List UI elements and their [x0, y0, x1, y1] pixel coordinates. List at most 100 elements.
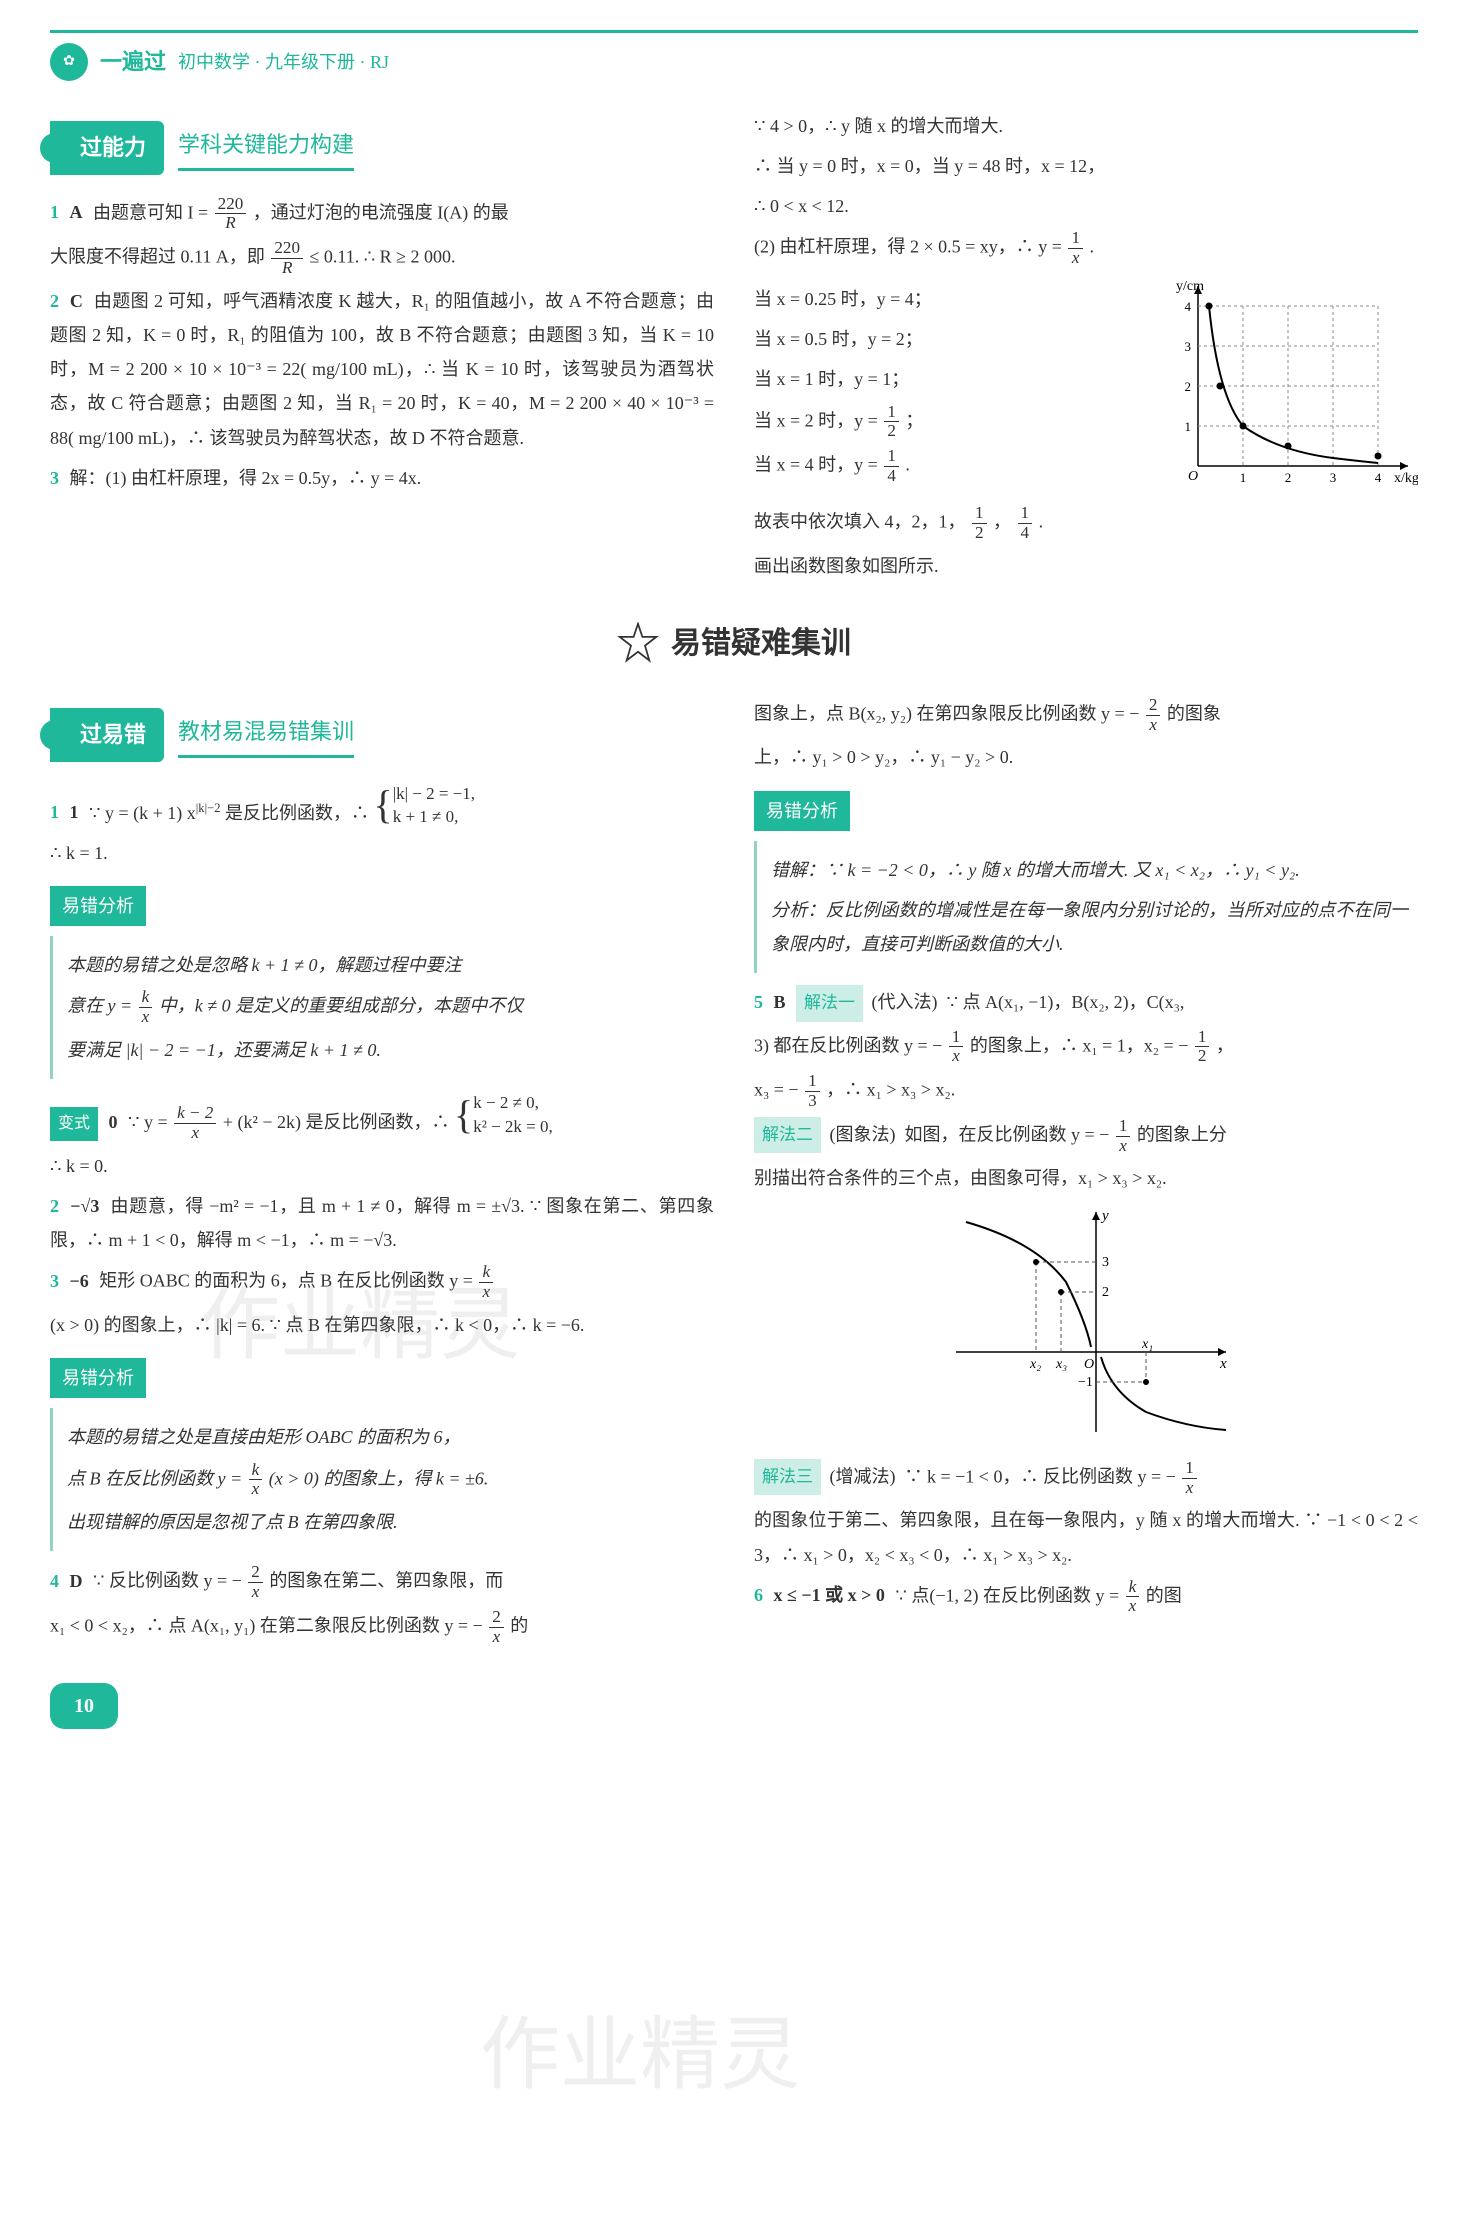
star-icon	[617, 622, 659, 664]
analysis-label-2: 易错分析	[50, 1358, 146, 1398]
mistake-q5-m3: 解法三 (增减法) ∵ k = −1 < 0，∴ 反比例函数 y = − 1x	[754, 1459, 1418, 1498]
variant-c: ∴ k = 0.	[50, 1149, 714, 1183]
mistake-right-column: 图象上，点 B(x₂, y₂) 在第四象限反比例函数 y = − 2x 的图象 …	[754, 690, 1418, 1653]
mq6-answer: x ≤ −1 或 x > 0	[774, 1585, 885, 1605]
q3-number: 3	[50, 468, 59, 488]
mq2-text: 由题意，得 −m² = −1，且 m + 1 ≠ 0，解得 m = ±√3. ∵…	[50, 1196, 714, 1250]
q1-answer: A	[70, 202, 83, 222]
mistake-q5-m2: 解法二 (图象法) 如图，在反比例函数 y = − 1x 的图象上分	[754, 1117, 1418, 1156]
r6: 当 x = 0.5 时，y = 2；	[754, 322, 1146, 356]
method2-label: 解法二	[754, 1117, 821, 1153]
svg-text:1: 1	[1240, 470, 1247, 485]
method3-label: 解法三	[754, 1459, 821, 1495]
mistake-q5-l1: 5 B 解法一 (代入法) ∵ 点 A(x₁, −1)，B(x₂, 2)，C(x…	[754, 985, 1418, 1021]
mq1-answer: 1	[70, 802, 79, 822]
rq4-l1: 图象上，点 B(x₂, y₂) 在第四象限反比例函数 y = − 2x 的图象	[754, 696, 1418, 735]
chart1-svg: y/cm O 1 2 3 4 1 2	[1158, 276, 1418, 496]
page-footer: 10	[50, 1683, 1418, 1729]
mistake-q1: 1 1 ∵ y = (k + 1) x|k|−2 是反比例函数，∴ { |k| …	[50, 782, 714, 830]
method1-note: (代入法)	[872, 992, 938, 1012]
r4-frac: 1x	[1068, 229, 1083, 268]
mistake-q4-l2: x₁ < 0 < x₂，∴ 点 A(x₁, y₁) 在第二象限反比例函数 y =…	[50, 1608, 714, 1647]
svg-text:x: x	[1219, 1356, 1227, 1372]
r5: 当 x = 0.25 时，y = 4；	[754, 282, 1146, 316]
mq1-system: { |k| − 2 = −1,k + 1 ≠ 0,	[374, 782, 476, 830]
page-number-badge: 10	[50, 1683, 118, 1729]
variant-answer: 0	[109, 1112, 118, 1132]
mq6-number: 6	[754, 1585, 763, 1605]
brand-logo-icon: ✿	[50, 43, 88, 81]
r4: (2) 由杠杆原理，得 2 × 0.5 = xy，∴ y = 1x .	[754, 229, 1418, 268]
svg-text:4: 4	[1375, 470, 1382, 485]
mq1-an-b: 意在 y = kx 中，k ≠ 0 是定义的重要组成部分，本题中不仅	[67, 988, 704, 1027]
q1-text-a: 由题意可知 I =	[93, 202, 208, 222]
mq5-number: 5	[754, 992, 763, 1012]
chart2-wrap: y x O 3 2 −1 x₂ x₃	[754, 1202, 1418, 1453]
ability-q1-line1: 1 A 由题意可知 I = 220R ，通过灯泡的电流强度 I(A) 的最	[50, 195, 714, 234]
svg-text:3: 3	[1102, 1255, 1109, 1270]
mq5-answer: B	[774, 992, 786, 1012]
r1: ∵ 4 > 0，∴ y 随 x 的增大而增大.	[754, 109, 1418, 143]
header-subject: 初中数学 · 九年级下册 · RJ	[178, 45, 389, 79]
q1-frac2: 220R	[271, 239, 303, 278]
variant: 变式 0 ∵ y = k − 2x + (k² − 2k) 是反比例函数，∴ {…	[50, 1091, 714, 1143]
left-column: 过能力 学科关键能力构建 1 A 由题意可知 I = 220R ，通过灯泡的电流…	[50, 103, 714, 589]
mistake-q4-l1: 4 D ∵ 反比例函数 y = − 2x 的图象在第二、第四象限，而	[50, 1563, 714, 1602]
svg-text:x₃: x₃	[1055, 1357, 1067, 1372]
mq2-answer: −√3	[70, 1196, 99, 1216]
section-ability-tag: 过能力 学科关键能力构建	[50, 121, 354, 175]
banner-title: 易错疑难集训	[671, 615, 851, 672]
mq3-an-c: 出现错解的原因是忽视了点 B 在第四象限.	[67, 1505, 704, 1539]
method1-label: 解法一	[796, 985, 863, 1021]
ability-q3: 3 解：(1) 由杠杆原理，得 2x = 0.5y，∴ y = 4x.	[50, 461, 714, 495]
r-an-b: 分析：反比例函数的增减性是在每一象限内分别讨论的，当所对应的点不在同一象限内时，…	[771, 893, 1408, 961]
chart1-wrap: 当 x = 0.25 时，y = 4； 当 x = 0.5 时，y = 2； 当…	[754, 276, 1418, 496]
svg-text:3: 3	[1185, 339, 1192, 354]
mq3-b: (x > 0) 的图象上，∴ |k| = 6. ∵ 点 B 在第四象限，∴ k …	[50, 1308, 714, 1342]
svg-text:y: y	[1100, 1208, 1109, 1224]
svg-text:2: 2	[1185, 379, 1192, 394]
center-banner: 易错疑难集训	[50, 615, 1418, 672]
variant-system: { k − 2 ≠ 0,k² − 2k = 0,	[454, 1091, 553, 1139]
svg-text:4: 4	[1185, 299, 1192, 314]
ability-tag-pill: 过能力	[50, 121, 164, 175]
r3: ∴ 0 < x < 12.	[754, 189, 1418, 223]
mq1-analysis: 本题的易错之处是忽略 k + 1 ≠ 0，解题过程中要注 意在 y = kx 中…	[50, 936, 714, 1079]
q1-text-c: 大限度不得超过 0.11 A，即	[50, 247, 265, 267]
method3-note: (增减法)	[830, 1466, 896, 1486]
mistake-q6: 6 x ≤ −1 或 x > 0 ∵ 点(−1, 2) 在反比例函数 y = k…	[754, 1578, 1418, 1617]
chart1-text: 当 x = 0.25 时，y = 4； 当 x = 0.5 时，y = 2； 当…	[754, 276, 1146, 492]
q1-number: 1	[50, 202, 59, 222]
mistake-left-column: 过易错 教材易混易错集训 1 1 ∵ y = (k + 1) x|k|−2 是反…	[50, 690, 714, 1653]
q2-number: 2	[50, 291, 59, 311]
mistake-tag-pill: 过易错	[50, 708, 164, 762]
r9: 当 x = 4 时，y = 14 .	[754, 447, 1146, 486]
svg-text:x₁: x₁	[1141, 1337, 1153, 1352]
mq4-number: 4	[50, 1571, 59, 1591]
page-header: ✿ 一遍过 初中数学 · 九年级下册 · RJ	[50, 30, 1418, 83]
mq4-answer: D	[70, 1571, 83, 1591]
mistake-q5-e: 别描出符合条件的三个点，由图象可得，x₁ > x₃ > x₂.	[754, 1161, 1418, 1195]
r4-a: (2) 由杠杆原理，得 2 × 0.5 = xy，∴ y =	[754, 237, 1062, 257]
mq3-an-b: 点 B 在反比例函数 y = kx (x > 0) 的图象上，得 k = ±6.	[67, 1461, 704, 1500]
mistake-q5-g: 的图象位于第二、第四象限，且在每一象限内，y 随 x 的增大而增大. ∵ −1 …	[754, 1503, 1418, 1571]
mistake-tag-subtitle: 教材易混易错集训	[178, 711, 354, 758]
mq3-number: 3	[50, 1271, 59, 1291]
svg-text:x₂: x₂	[1029, 1357, 1041, 1372]
mq1-number: 1	[50, 802, 59, 822]
mistake-q2: 2 −√3 由题意，得 −m² = −1，且 m + 1 ≠ 0，解得 m = …	[50, 1189, 714, 1257]
mistake-q3: 3 −6 矩形 OABC 的面积为 6，点 B 在反比例函数 y = kx	[50, 1263, 714, 1302]
r7: 当 x = 1 时，y = 1；	[754, 362, 1146, 396]
brand-title: 一遍过	[100, 41, 166, 83]
q1-text-d: ≤ 0.11. ∴ R ≥ 2 000.	[309, 247, 455, 267]
section-mistake-tag: 过易错 教材易混易错集训	[50, 708, 354, 762]
ability-q2: 2 C 由题图 2 可知，呼气酒精浓度 K 越大，R₁ 的阻值越小，故 A 不符…	[50, 284, 714, 455]
r2: ∴ 当 y = 0 时，x = 0，当 y = 48 时，x = 12，	[754, 149, 1418, 183]
svg-text:2: 2	[1285, 470, 1292, 485]
mq2-number: 2	[50, 1196, 59, 1216]
variant-label: 变式	[50, 1107, 98, 1141]
svg-text:−1: −1	[1078, 1375, 1093, 1390]
mq1-an-c: 要满足 |k| − 2 = −1，还要满足 k + 1 ≠ 0.	[67, 1033, 704, 1067]
mistake-q5-l2: 3) 都在反比例函数 y = − 1x 的图象上，∴ x₁ = 1，x₂ = −…	[754, 1028, 1418, 1067]
mq3-an-a: 本题的易错之处是直接由矩形 OABC 的面积为 6，	[67, 1420, 704, 1454]
